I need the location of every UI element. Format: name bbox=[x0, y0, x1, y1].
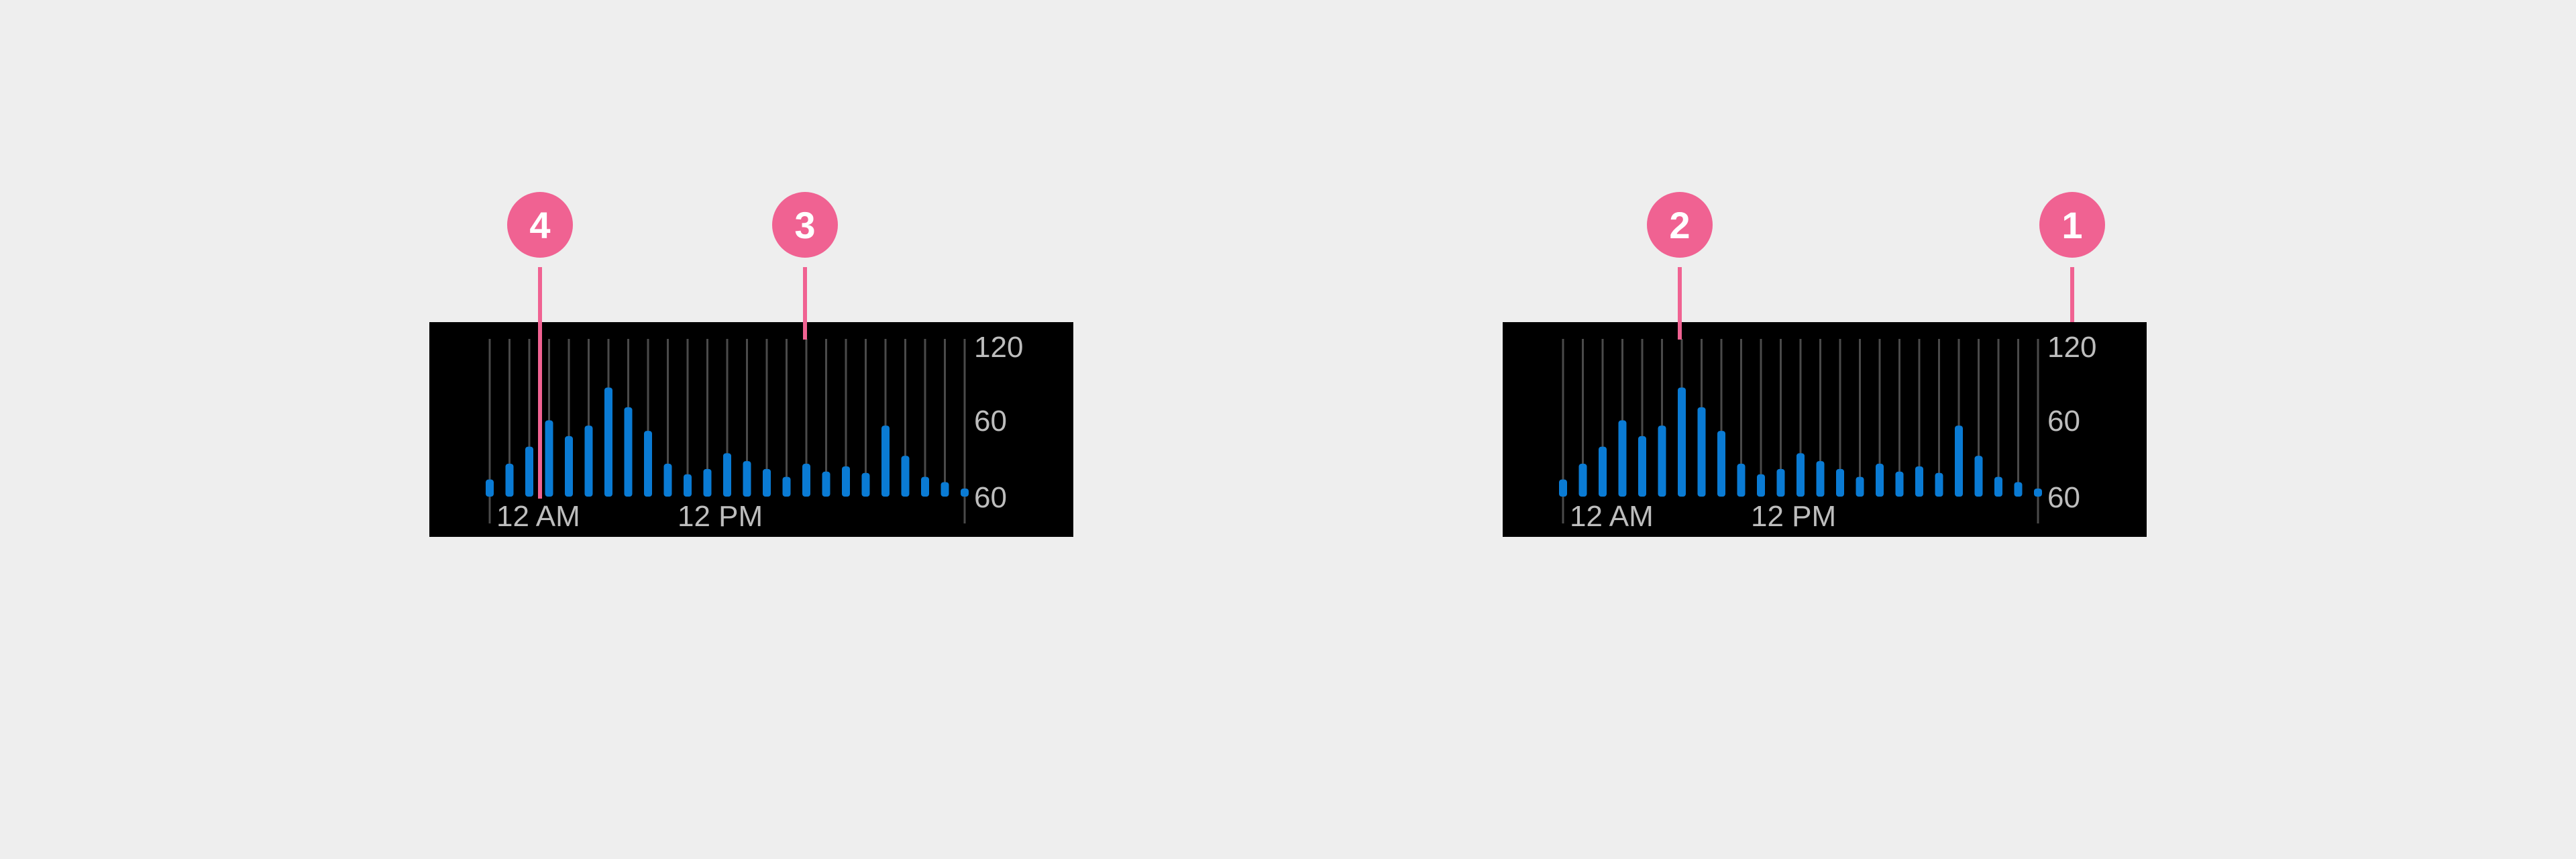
y-tick-label: 60 bbox=[2047, 405, 2080, 438]
bar[interactable] bbox=[842, 466, 850, 497]
callout-badge: 1 bbox=[2039, 192, 2105, 258]
bar[interactable] bbox=[486, 479, 494, 497]
bar[interactable] bbox=[663, 464, 672, 497]
y-tick-label: 60 bbox=[2047, 481, 2080, 514]
bar[interactable] bbox=[1895, 471, 1904, 497]
y-tick-label: 120 bbox=[2047, 331, 2096, 364]
bar[interactable] bbox=[684, 474, 692, 497]
bar[interactable] bbox=[1757, 474, 1765, 497]
bar[interactable] bbox=[1737, 464, 1746, 497]
callout-leader-line bbox=[803, 267, 807, 340]
bar[interactable] bbox=[901, 456, 910, 497]
bar[interactable] bbox=[802, 464, 810, 497]
bar[interactable] bbox=[1678, 387, 1686, 497]
callout-badge: 2 bbox=[1647, 192, 1713, 258]
x-tick-label: 12 AM bbox=[1570, 500, 1654, 533]
bar[interactable] bbox=[881, 425, 890, 497]
chart-panel-left: 120 60 60 12 AM 12 PM bbox=[429, 322, 1073, 537]
bar[interactable] bbox=[822, 471, 830, 497]
x-tick-label: 12 PM bbox=[1751, 500, 1836, 533]
y-tick-label: 120 bbox=[974, 331, 1023, 364]
bar-chart-left: 120 60 60 12 AM 12 PM bbox=[486, 331, 1023, 533]
bar[interactable] bbox=[1955, 425, 1963, 497]
bar[interactable] bbox=[1994, 476, 2002, 497]
bar[interactable] bbox=[941, 482, 949, 497]
bar[interactable] bbox=[604, 387, 612, 497]
bar[interactable] bbox=[1599, 446, 1607, 497]
x-tick-label: 12 AM bbox=[496, 500, 580, 533]
bar[interactable] bbox=[1915, 466, 1923, 497]
bar[interactable] bbox=[2014, 482, 2023, 497]
bar[interactable] bbox=[1836, 468, 1844, 497]
callout-badge: 3 bbox=[772, 192, 838, 258]
bar[interactable] bbox=[584, 425, 593, 497]
y-tick-label: 60 bbox=[974, 481, 1007, 514]
bar[interactable] bbox=[861, 472, 870, 497]
bar[interactable] bbox=[782, 476, 791, 497]
chart-panel-right: 120 60 60 12 AM 12 PM bbox=[1503, 322, 2147, 537]
bar[interactable] bbox=[1974, 456, 1983, 497]
bar[interactable] bbox=[545, 420, 553, 497]
bar[interactable] bbox=[1935, 472, 1943, 497]
bar[interactable] bbox=[1658, 425, 1666, 497]
bar[interactable] bbox=[961, 489, 969, 497]
bar-chart-right: 120 60 60 12 AM 12 PM bbox=[1559, 331, 2096, 533]
bar[interactable] bbox=[565, 436, 573, 497]
bar[interactable] bbox=[644, 431, 652, 497]
x-tick-label: 12 PM bbox=[678, 500, 763, 533]
bar[interactable] bbox=[921, 476, 929, 497]
bar[interactable] bbox=[703, 468, 712, 497]
bar[interactable] bbox=[624, 407, 633, 497]
bar[interactable] bbox=[1717, 431, 1725, 497]
callout-badge: 4 bbox=[507, 192, 573, 258]
bar[interactable] bbox=[1776, 468, 1785, 497]
callout-leader-line bbox=[538, 267, 542, 499]
bar[interactable] bbox=[1578, 464, 1587, 497]
bar[interactable] bbox=[1856, 476, 1864, 497]
bar[interactable] bbox=[1618, 420, 1627, 497]
bar[interactable] bbox=[2034, 489, 2042, 497]
bar[interactable] bbox=[743, 461, 751, 497]
bar[interactable] bbox=[1559, 479, 1567, 497]
bar[interactable] bbox=[505, 464, 514, 497]
bar[interactable] bbox=[763, 468, 771, 497]
callout-leader-line bbox=[2070, 267, 2074, 322]
bar[interactable] bbox=[525, 446, 533, 497]
bar[interactable] bbox=[1876, 464, 1884, 497]
bar[interactable] bbox=[1638, 436, 1646, 497]
bar[interactable] bbox=[723, 453, 731, 497]
y-tick-label: 60 bbox=[974, 405, 1007, 438]
bar[interactable] bbox=[1816, 461, 1825, 497]
bar[interactable] bbox=[1697, 407, 1706, 497]
callout-leader-line bbox=[1678, 267, 1682, 340]
bar[interactable] bbox=[1796, 453, 1805, 497]
